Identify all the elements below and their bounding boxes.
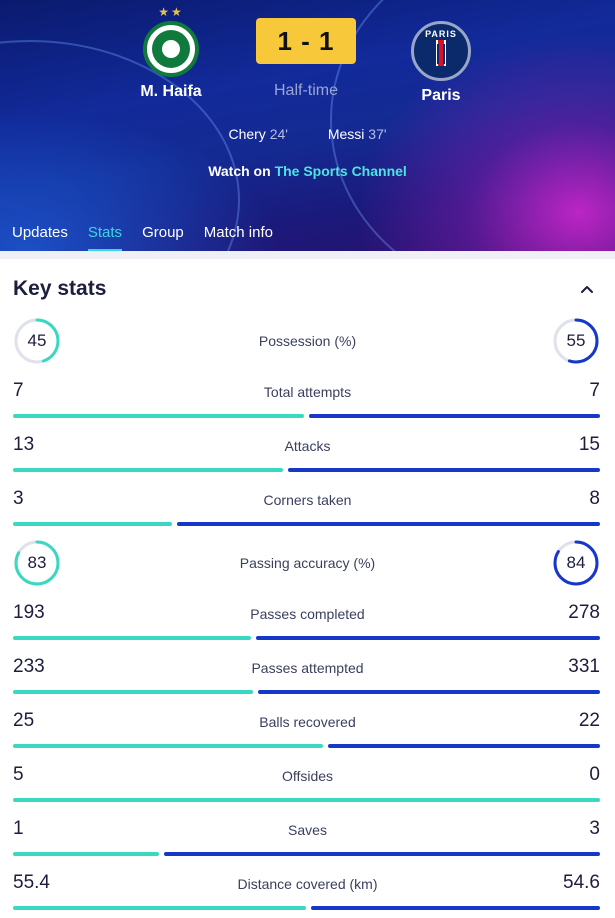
- scoreboard: 1 - 1: [256, 18, 356, 64]
- away-stat-value: 278: [568, 602, 600, 623]
- match-tabs: Updates Stats Group Match info: [12, 224, 293, 251]
- psg-crest-icon: PARIS: [411, 21, 471, 81]
- scorer-minute: 24': [269, 126, 288, 142]
- stat-value: 84: [566, 553, 586, 572]
- home-team[interactable]: ★★ M. Haifa: [101, 6, 241, 101]
- away-stat-value: 22: [578, 710, 600, 731]
- stat-ring-chart: [553, 318, 599, 364]
- home-stat-value: 5: [13, 764, 24, 785]
- stat-ring-chart: [14, 318, 60, 364]
- home-stat-value: 3: [13, 488, 24, 509]
- away-stars-spacer: [371, 6, 511, 19]
- home-stat-value: 193: [13, 602, 45, 623]
- watch-prefix: Watch on: [208, 163, 271, 179]
- home-stars: ★★: [158, 5, 184, 19]
- home-stat-bar: [13, 852, 159, 856]
- home-stat-value: 13: [13, 434, 35, 455]
- stat-label: Balls recovered: [259, 714, 356, 730]
- tab-updates[interactable]: Updates: [12, 224, 68, 241]
- away-stat-bar: [256, 636, 600, 640]
- away-stat-bar: [311, 906, 600, 910]
- away-stat-value: 7: [589, 380, 600, 401]
- scorer-name: Chery: [228, 126, 266, 142]
- scorer-home: Chery 24': [228, 126, 288, 142]
- stat-label: Saves: [288, 822, 327, 838]
- ring-progress: [14, 318, 60, 364]
- away-stat-value: 3: [589, 818, 600, 839]
- chevron-up-icon[interactable]: [578, 281, 596, 297]
- home-stat-bar: [13, 468, 283, 472]
- stat-label: Offsides: [281, 768, 334, 784]
- channel-link[interactable]: The Sports Channel: [274, 163, 407, 179]
- stat-ring: 83: [13, 539, 61, 587]
- ring-progress: [553, 540, 599, 586]
- ring-progress: [14, 540, 60, 586]
- stat-label: Attacks: [284, 438, 331, 454]
- away-team-name: Paris: [421, 87, 461, 104]
- stat-value: 55: [566, 331, 586, 350]
- tab-match-info[interactable]: Match info: [203, 224, 273, 241]
- away-team[interactable]: PARIS Paris: [371, 6, 511, 105]
- away-stat-bar: [164, 852, 600, 856]
- away-stat-bar: [328, 744, 600, 748]
- stat-label: Corners taken: [263, 492, 352, 508]
- match-header: ★★ M. Haifa 1 - 1 Half-time PARIS Paris …: [0, 0, 615, 251]
- home-stat-bar: [13, 522, 172, 526]
- stat-label: Passes completed: [250, 606, 365, 622]
- scorer-name: Messi: [327, 126, 365, 142]
- haifa-crest-icon: [143, 21, 199, 77]
- stat-label: Possession (%): [258, 333, 357, 349]
- key-stats-title: Key stats: [13, 277, 107, 300]
- stat-ring: 84: [552, 539, 600, 587]
- match-status: Half-time: [273, 82, 338, 99]
- away-stat-value: 331: [568, 656, 600, 677]
- away-stat-bar: [288, 468, 600, 472]
- broadcast-info: Watch on The Sports Channel: [0, 163, 615, 179]
- stat-ring: 45: [13, 317, 61, 365]
- stat-value: 45: [27, 331, 47, 350]
- ring-progress: [553, 318, 599, 364]
- stat-label: Distance covered (km): [237, 876, 378, 892]
- stat-ring-chart: [14, 540, 60, 586]
- home-stat-bar: [13, 690, 253, 694]
- home-stat-bar: [13, 798, 600, 802]
- goal-scorers: Chery 24' Messi 37': [0, 126, 615, 142]
- home-stat-bar: [13, 414, 304, 418]
- home-stat-bar: [13, 636, 251, 640]
- home-stat-value: 55.4: [13, 872, 50, 893]
- stat-label: Passes attempted: [251, 660, 364, 676]
- home-team-name: M. Haifa: [140, 83, 202, 100]
- away-stat-value: 8: [589, 488, 600, 509]
- header-decor-arc: [330, 0, 615, 251]
- stat-label: Total attempts: [263, 384, 352, 400]
- home-stat-value: 1: [13, 818, 24, 839]
- stat-value: 83: [27, 553, 47, 572]
- home-stat-value: 233: [13, 656, 45, 677]
- away-stat-bar: [177, 522, 600, 526]
- home-stat-bar: [13, 744, 323, 748]
- away-stat-value: 15: [578, 434, 600, 455]
- section-divider: [0, 251, 615, 259]
- home-stat-value: 7: [13, 380, 24, 401]
- psg-crest-text: PARIS: [425, 29, 457, 39]
- away-stat-bar: [309, 414, 600, 418]
- stat-ring-chart: [553, 540, 599, 586]
- scorer-minute: 37': [368, 126, 387, 142]
- away-stat-value: 54.6: [563, 872, 600, 893]
- away-stat-value: 0: [589, 764, 600, 785]
- home-stat-value: 25: [13, 710, 35, 731]
- stat-label: Passing accuracy (%): [239, 555, 376, 571]
- scorer-away: Messi 37': [328, 126, 387, 142]
- stat-ring: 55: [552, 317, 600, 365]
- tab-stats[interactable]: Stats: [87, 224, 123, 251]
- tab-group[interactable]: Group: [142, 224, 184, 241]
- away-stat-bar: [258, 690, 600, 694]
- home-stat-bar: [13, 906, 306, 910]
